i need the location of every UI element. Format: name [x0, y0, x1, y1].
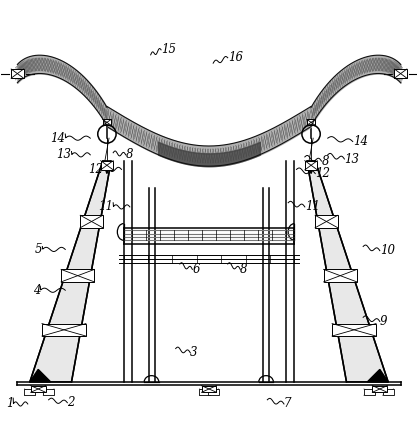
Text: 3: 3: [190, 346, 198, 359]
Text: 10: 10: [380, 244, 395, 257]
Text: 14: 14: [353, 135, 368, 148]
Polygon shape: [103, 161, 111, 174]
Bar: [201, 386, 217, 392]
Text: 13: 13: [56, 148, 71, 161]
Text: 13: 13: [344, 152, 359, 166]
Bar: [80, 215, 103, 228]
Text: 1: 1: [6, 397, 13, 411]
Bar: [364, 389, 375, 395]
Text: 8: 8: [240, 263, 248, 276]
Text: 11: 11: [98, 200, 113, 214]
Polygon shape: [367, 369, 388, 382]
Bar: [372, 386, 387, 392]
Bar: [324, 269, 357, 282]
Bar: [61, 269, 94, 282]
Text: 6: 6: [192, 263, 200, 276]
Bar: [199, 389, 210, 395]
Bar: [208, 389, 219, 395]
Bar: [103, 120, 111, 125]
Bar: [395, 69, 407, 78]
Bar: [11, 69, 23, 78]
Text: 8: 8: [126, 148, 133, 161]
Text: 15: 15: [161, 43, 176, 56]
Bar: [31, 386, 46, 392]
Bar: [43, 389, 54, 395]
Polygon shape: [30, 161, 111, 382]
Text: 11: 11: [305, 200, 320, 214]
Bar: [332, 323, 376, 336]
Polygon shape: [307, 161, 315, 174]
Text: 5: 5: [35, 243, 42, 256]
Text: 12: 12: [88, 163, 103, 176]
Polygon shape: [30, 369, 51, 382]
Text: 12: 12: [315, 167, 330, 180]
Text: 4: 4: [33, 284, 40, 297]
Bar: [101, 161, 113, 170]
Bar: [315, 215, 338, 228]
Bar: [24, 389, 35, 395]
Text: 7: 7: [284, 397, 291, 411]
Text: 16: 16: [228, 51, 243, 64]
Bar: [305, 161, 317, 170]
Bar: [42, 323, 86, 336]
Bar: [383, 389, 394, 395]
Text: 14: 14: [50, 132, 65, 145]
Text: 8: 8: [321, 155, 329, 167]
Bar: [307, 120, 315, 125]
Text: 2: 2: [67, 396, 75, 409]
Text: 9: 9: [380, 315, 387, 328]
Polygon shape: [307, 161, 388, 382]
